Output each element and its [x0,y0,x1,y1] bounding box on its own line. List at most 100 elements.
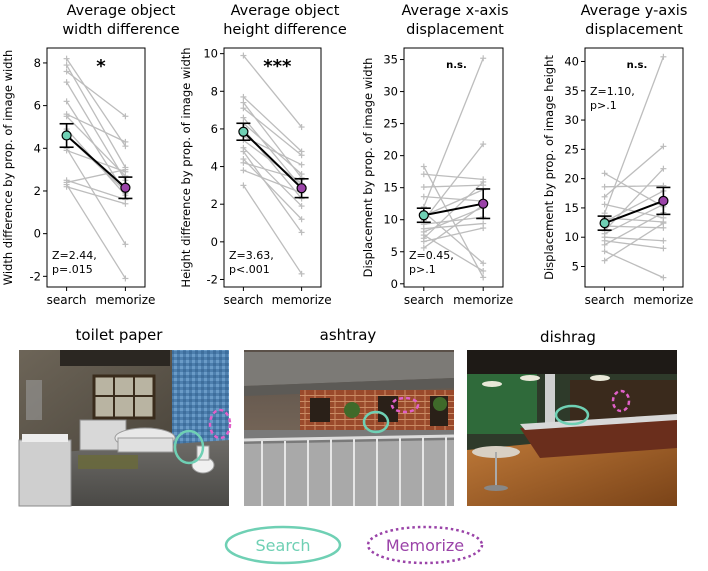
legend-memorize-label: Memorize [386,536,464,555]
y-tick-label: 6 [211,122,218,136]
participant-line [66,147,126,245]
mean-line [65,134,127,189]
chart-title-line: width difference [62,22,179,38]
participant-line [604,240,664,249]
participant-line [66,70,126,117]
chart-title-line: Average x-axis [401,3,508,19]
mean-line [604,199,664,225]
participant-line [66,179,126,201]
x-tick-label: search [585,293,625,307]
significance-marker: n.s. [446,60,467,71]
participant-line [604,212,664,246]
scene-title-toilet-paper: toilet paper [76,326,164,344]
y-tick-label: 25 [564,142,579,156]
y-tick-label: 2 [34,184,41,198]
y-tick-label: 35 [383,53,398,67]
y-tick-label: 25 [383,117,398,131]
participant-line [423,173,484,181]
y-tick-label: 20 [564,172,579,186]
stat-text-line: Z=3.63, [229,249,274,262]
chart-title-line: Average object [231,3,340,19]
participant-line [242,96,303,152]
y-tick-label: 0 [211,235,218,249]
y-axis-label: Displacement by prop. of image width [361,58,375,278]
y-tick-label: 5 [572,259,579,273]
participant-line [66,81,126,181]
legend-search-label: Search [256,536,311,555]
x-tick-label: memorize [95,293,155,307]
x-tick-label: memorize [453,293,513,307]
stat-text-line: p=.015 [52,263,93,276]
participant-line [604,185,664,188]
participant-line [604,236,664,242]
participant-line [243,169,302,194]
y-tick-label: 10 [203,47,218,61]
mean-line [242,131,303,189]
chart-title-line: Average y-axis [581,3,688,19]
participant-line [242,55,303,128]
mean-marker-memorize [296,183,307,194]
x-tick-label: search [404,293,444,307]
chart-title-line: displacement [585,22,683,38]
legend-memorize-ellipse [366,525,484,565]
participant-line [242,147,303,207]
y-tick-label: 4 [34,141,41,155]
y-tick-label: 35 [564,84,579,98]
scene-image-balcony [243,350,455,506]
x-tick-label: search [47,293,87,307]
y-axis-label: Height difference by prop. of image widt… [179,47,193,287]
chart-title-line: height difference [223,22,347,38]
participant-line [423,166,484,278]
y-tick-label: -2 [30,269,41,283]
mean-marker-search [599,218,610,229]
participant-line [66,184,126,279]
y-tick-label: 30 [383,85,398,99]
chart-title-line: Average object [67,3,176,19]
y-tick-label: 4 [211,160,218,174]
y-tick-label: 8 [211,84,218,98]
y-tick-label: 0 [34,227,41,241]
memorize-marker [390,396,420,414]
participant-line [242,107,303,156]
chart-panel-1: Average object width difference -2 0 2 4 6 8 Wid… [1,3,180,307]
stat-text-line: p>.1 [409,263,436,276]
participant-line [66,64,126,168]
participant-line [604,203,664,235]
participant-line [242,158,303,220]
participant-line [243,162,302,181]
participant-line [66,58,126,147]
y-tick-label: 8 [34,56,41,70]
chart-panels: Average object width difference -2 0 2 4 6 8 Wid… [1,3,693,307]
y-tick-label: 0 [391,277,398,291]
participant-line [604,190,664,223]
y-tick-label: 5 [391,245,398,259]
participant-line [604,222,664,262]
participant-line [242,185,303,275]
y-tick-label: 10 [383,213,398,227]
legend: Search Memorize [224,525,484,565]
mean-marker-memorize [120,182,131,193]
participant-line [423,211,484,264]
significance-marker: n.s. [627,60,648,71]
stat-text-line: p<.001 [229,263,270,276]
mean-marker-search [418,210,429,221]
search-marker [554,404,590,426]
chart-panel-4: Average y-axis displacement 5 10 15 20 25 30 35 4… [542,3,693,307]
y-tick-label: 2 [211,197,218,211]
memorize-marker [208,408,232,440]
participant-line [604,225,664,229]
y-axis-label: Displacement by prop. of image height [542,55,556,280]
stat-text-line: Z=0.45, [409,249,454,262]
chart-panel-2: Average object height difference -2 0 2 4 6 8 10… [179,3,347,307]
participant-line [66,115,126,177]
memorize-marker [611,389,631,413]
participant-line [242,122,303,175]
participant-line [423,216,484,225]
participant-line [423,204,484,249]
y-tick-label: 15 [564,201,579,215]
chart-title-line: displacement [406,22,504,38]
y-tick-label: 6 [34,99,41,113]
y-tick-label: 30 [564,113,579,127]
